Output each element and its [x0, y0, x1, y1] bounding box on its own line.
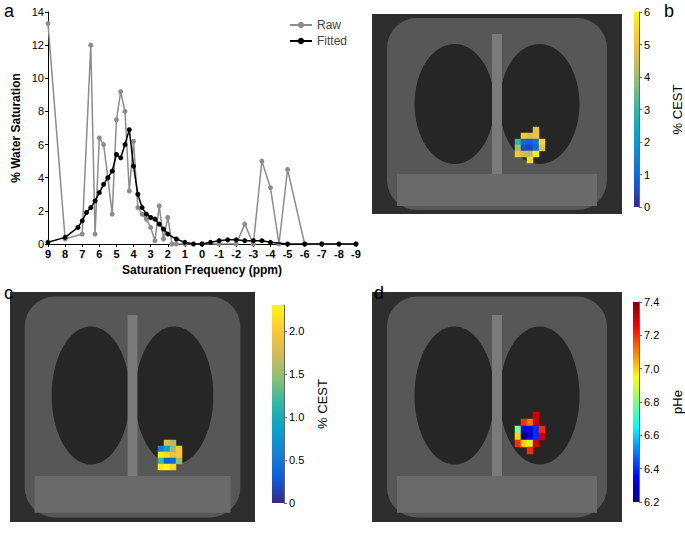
- svg-text:a: a: [4, 1, 15, 21]
- svg-text:1: 1: [182, 248, 188, 260]
- svg-text:7: 7: [79, 248, 85, 260]
- svg-text:d: d: [374, 283, 384, 303]
- svg-text:6: 6: [96, 248, 102, 260]
- svg-text:7.0: 7.0: [644, 363, 659, 375]
- svg-text:% CEST: % CEST: [670, 85, 685, 135]
- svg-text:6: 6: [644, 6, 650, 18]
- svg-text:0: 0: [199, 248, 205, 260]
- svg-text:-8: -8: [334, 248, 344, 260]
- svg-text:2: 2: [644, 136, 650, 148]
- svg-text:-2: -2: [231, 248, 241, 260]
- svg-text:6.6: 6.6: [644, 429, 659, 441]
- svg-text:1: 1: [644, 169, 650, 181]
- svg-text:Raw: Raw: [317, 18, 341, 32]
- svg-text:1.5: 1.5: [289, 368, 304, 380]
- svg-text:8: 8: [38, 105, 44, 117]
- svg-text:6.2: 6.2: [644, 496, 659, 508]
- svg-text:7.4: 7.4: [644, 296, 659, 308]
- svg-text:Saturation Frequency (ppm): Saturation Frequency (ppm): [122, 263, 282, 277]
- svg-text:9: 9: [45, 248, 51, 260]
- svg-text:4: 4: [130, 248, 137, 260]
- svg-text:5: 5: [113, 248, 119, 260]
- svg-text:4: 4: [38, 172, 44, 184]
- svg-text:Fitted: Fitted: [317, 34, 347, 48]
- svg-text:0.5: 0.5: [289, 454, 304, 466]
- svg-text:2.0: 2.0: [289, 325, 304, 337]
- svg-text:12: 12: [32, 39, 44, 51]
- svg-text:6.8: 6.8: [644, 396, 659, 408]
- svg-text:6: 6: [38, 139, 44, 151]
- svg-text:8: 8: [62, 248, 68, 260]
- svg-text:pHe: pHe: [670, 390, 685, 414]
- svg-text:3: 3: [148, 248, 154, 260]
- svg-text:0: 0: [38, 238, 44, 250]
- svg-text:2: 2: [165, 248, 171, 260]
- svg-text:-4: -4: [266, 248, 277, 260]
- svg-text:7.2: 7.2: [644, 329, 659, 341]
- svg-text:0: 0: [289, 497, 295, 509]
- svg-text:-7: -7: [317, 248, 327, 260]
- svg-text:0: 0: [644, 201, 650, 213]
- svg-text:b: b: [664, 1, 674, 21]
- svg-text:3: 3: [644, 104, 650, 116]
- svg-text:14: 14: [32, 6, 44, 18]
- svg-text:-5: -5: [283, 248, 293, 260]
- svg-text:5: 5: [644, 39, 650, 51]
- svg-text:-3: -3: [248, 248, 258, 260]
- svg-text:10: 10: [32, 72, 44, 84]
- svg-text:2: 2: [38, 205, 44, 217]
- svg-text:% Water Saturation: % Water Saturation: [9, 73, 23, 183]
- svg-text:-6: -6: [300, 248, 310, 260]
- svg-text:1.0: 1.0: [289, 411, 304, 423]
- svg-text:% CEST: % CEST: [315, 379, 330, 429]
- svg-text:-9: -9: [351, 248, 361, 260]
- svg-text:6.4: 6.4: [644, 463, 659, 475]
- svg-text:c: c: [4, 283, 13, 303]
- svg-text:-1: -1: [214, 248, 224, 260]
- svg-text:4: 4: [644, 71, 650, 83]
